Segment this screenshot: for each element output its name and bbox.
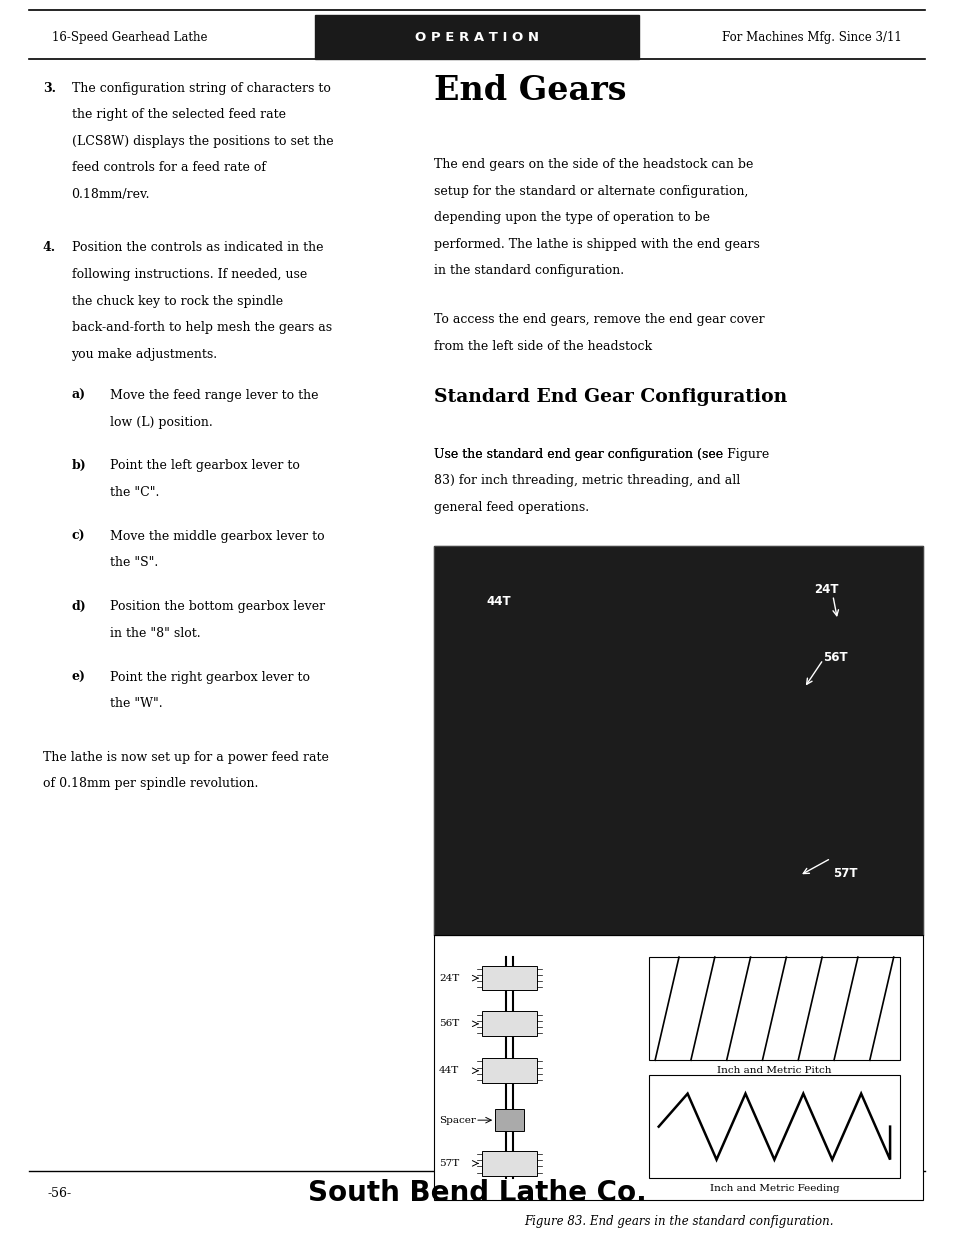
Text: performed. The lathe is shipped with the end gears: performed. The lathe is shipped with the… [434, 238, 760, 251]
Text: For Machines Mfg. Since 3/11: For Machines Mfg. Since 3/11 [721, 31, 901, 43]
Text: Inch and Metric Pitch
Threading: Inch and Metric Pitch Threading [717, 1067, 831, 1087]
Text: 0.18mm/rev.: 0.18mm/rev. [71, 188, 150, 201]
Bar [314, 15, 639, 59]
Text: Use the standard end gear configuration (see Figure: Use the standard end gear configuration … [434, 448, 768, 461]
Text: d): d) [71, 600, 86, 614]
Text: Position the controls as indicated in the: Position the controls as indicated in th… [71, 242, 323, 254]
Text: Point the right gearbox lever to: Point the right gearbox lever to [110, 671, 310, 684]
Text: Standard End Gear Configuration: Standard End Gear Configuration [434, 388, 786, 406]
Text: Move the middle gearbox lever to: Move the middle gearbox lever to [110, 530, 324, 543]
Text: O P E R A T I O N: O P E R A T I O N [415, 31, 538, 43]
Text: Point the left gearbox lever to: Point the left gearbox lever to [110, 459, 299, 473]
Bar [481, 966, 537, 990]
Text: End Gears: End Gears [434, 74, 626, 107]
Text: the right of the selected feed rate: the right of the selected feed rate [71, 109, 285, 121]
Text: Move the feed range lever to the: Move the feed range lever to the [110, 389, 318, 403]
Bar [481, 1151, 537, 1176]
Text: the "S".: the "S". [110, 556, 158, 569]
Text: b): b) [71, 459, 86, 473]
Text: The lathe is now set up for a power feed rate: The lathe is now set up for a power feed… [43, 751, 329, 764]
Text: Spacer: Spacer [438, 1115, 476, 1125]
Text: (LCS8W) displays the positions to set the: (LCS8W) displays the positions to set th… [71, 135, 333, 148]
Text: back-and-forth to help mesh the gears as: back-and-forth to help mesh the gears as [71, 321, 332, 335]
Text: 44T: 44T [486, 595, 511, 609]
Bar [648, 957, 899, 1060]
Text: in the "8" slot.: in the "8" slot. [110, 626, 200, 640]
Text: 57T: 57T [438, 1158, 458, 1168]
Text: 16-Speed Gearhead Lathe: 16-Speed Gearhead Lathe [52, 31, 208, 43]
Text: 24T: 24T [813, 583, 838, 597]
Text: 4.: 4. [43, 242, 56, 254]
Text: 83) for inch threading, metric threading, and all: 83) for inch threading, metric threading… [434, 474, 740, 488]
Bar [495, 1109, 523, 1131]
Text: The end gears on the side of the headstock can be: The end gears on the side of the headsto… [434, 158, 753, 172]
Bar [481, 1058, 537, 1083]
Text: 56T: 56T [822, 651, 847, 664]
Text: Use the standard end gear configuration (see: Use the standard end gear configuration … [434, 448, 726, 461]
Text: from the left side of the headstock: from the left side of the headstock [434, 340, 652, 353]
Bar [434, 546, 923, 935]
Bar [648, 1074, 899, 1178]
Text: Position the bottom gearbox lever: Position the bottom gearbox lever [110, 600, 324, 614]
Text: the chuck key to rock the spindle: the chuck key to rock the spindle [71, 295, 282, 308]
Text: following instructions. If needed, use: following instructions. If needed, use [71, 268, 307, 282]
Text: general feed operations.: general feed operations. [434, 501, 589, 514]
Text: of 0.18mm per spindle revolution.: of 0.18mm per spindle revolution. [43, 777, 258, 790]
Text: 3.: 3. [43, 82, 56, 95]
Text: Figure 83. End gears in the standard configuration.: Figure 83. End gears in the standard con… [523, 1215, 833, 1229]
Text: you make adjustments.: you make adjustments. [71, 348, 217, 361]
Text: 24T: 24T [438, 973, 458, 983]
Bar [434, 935, 923, 1200]
Text: e): e) [71, 671, 86, 684]
Text: The configuration string of characters to: The configuration string of characters t… [71, 82, 330, 95]
Text: 57T: 57T [832, 867, 857, 881]
Text: -56-: -56- [48, 1187, 71, 1199]
Text: To access the end gears, remove the end gear cover: To access the end gears, remove the end … [434, 314, 764, 326]
Text: depending upon the type of operation to be: depending upon the type of operation to … [434, 211, 709, 225]
Text: South Bend Lathe Co.: South Bend Lathe Co. [307, 1179, 646, 1207]
Text: Inch and Metric Feeding: Inch and Metric Feeding [709, 1184, 839, 1193]
Text: 56T: 56T [438, 1019, 458, 1029]
Bar [481, 1011, 537, 1036]
Text: c): c) [71, 530, 85, 543]
Text: 44T: 44T [438, 1066, 458, 1076]
Text: in the standard configuration.: in the standard configuration. [434, 264, 623, 278]
Text: the "C".: the "C". [110, 485, 159, 499]
Text: setup for the standard or alternate configuration,: setup for the standard or alternate conf… [434, 185, 748, 198]
Text: a): a) [71, 389, 86, 403]
Text: the "W".: the "W". [110, 697, 162, 710]
Bar [434, 546, 923, 935]
Text: feed controls for a feed rate of: feed controls for a feed rate of [71, 162, 265, 174]
Text: low (L) position.: low (L) position. [110, 415, 213, 429]
